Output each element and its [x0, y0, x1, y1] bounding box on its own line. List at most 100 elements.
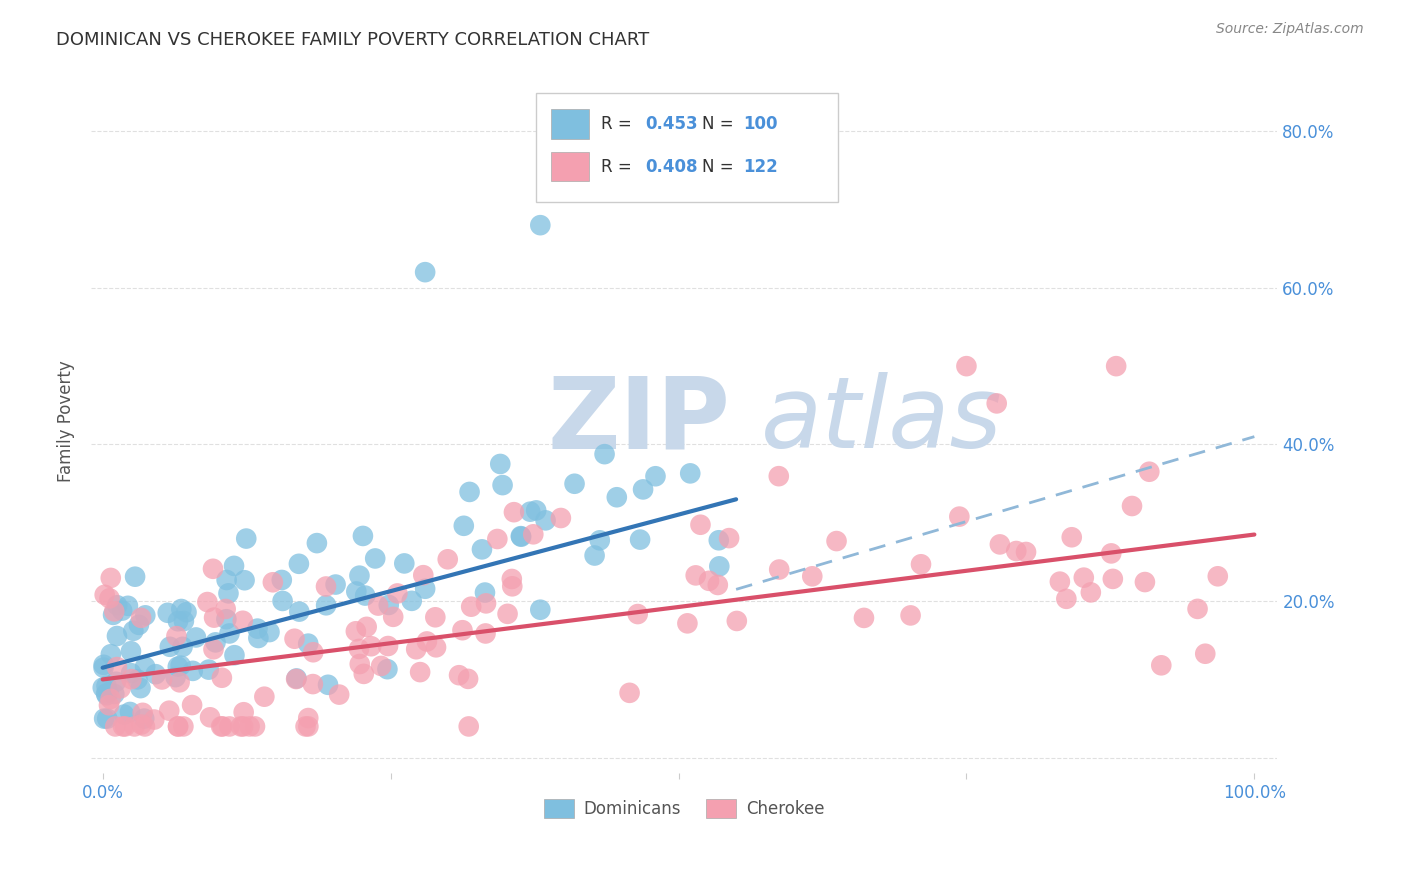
- Point: [377, 639, 399, 653]
- Point: [1101, 572, 1123, 586]
- Point: [197, 663, 219, 677]
- Point: [259, 625, 281, 640]
- Point: [93, 588, 115, 602]
- Point: [239, 719, 262, 733]
- Point: [104, 674, 127, 689]
- Point: [471, 542, 494, 557]
- Point: [1133, 575, 1156, 590]
- Point: [416, 634, 439, 648]
- Point: [131, 706, 153, 720]
- Point: [131, 717, 153, 731]
- Point: [157, 704, 180, 718]
- Point: [986, 396, 1008, 410]
- Point: [475, 596, 498, 610]
- Point: [247, 631, 270, 645]
- Point: [253, 690, 276, 704]
- Point: [93, 660, 115, 674]
- Point: [98, 591, 121, 606]
- Point: [169, 658, 191, 673]
- Point: [134, 608, 156, 623]
- Point: [486, 532, 509, 546]
- Point: [297, 637, 319, 651]
- Point: [510, 530, 533, 544]
- Point: [288, 605, 311, 619]
- Point: [344, 624, 367, 639]
- Y-axis label: Family Poverty: Family Poverty: [58, 360, 75, 482]
- Point: [676, 616, 699, 631]
- Point: [218, 626, 240, 640]
- Text: atlas: atlas: [762, 373, 1002, 469]
- Point: [382, 610, 405, 624]
- Point: [104, 719, 127, 733]
- Point: [347, 641, 370, 656]
- Point: [232, 719, 254, 733]
- Point: [134, 712, 156, 726]
- Point: [103, 604, 125, 618]
- Point: [93, 657, 115, 672]
- Point: [170, 602, 193, 616]
- Point: [302, 677, 325, 691]
- Point: [224, 648, 246, 663]
- Point: [176, 605, 198, 619]
- Point: [453, 518, 475, 533]
- Point: [529, 603, 551, 617]
- Point: [117, 599, 139, 613]
- Point: [316, 678, 339, 692]
- Text: R =: R =: [602, 115, 637, 133]
- Text: 0.408: 0.408: [645, 158, 697, 176]
- Point: [367, 599, 389, 613]
- Point: [156, 606, 179, 620]
- Point: [1187, 602, 1209, 616]
- Point: [910, 558, 932, 572]
- Point: [120, 644, 142, 658]
- Point: [112, 707, 135, 722]
- Point: [522, 527, 544, 541]
- Point: [124, 570, 146, 584]
- Point: [143, 713, 166, 727]
- Point: [436, 552, 458, 566]
- Point: [825, 534, 848, 549]
- Point: [948, 509, 970, 524]
- Point: [1073, 571, 1095, 585]
- Point: [134, 719, 156, 733]
- Point: [169, 675, 191, 690]
- Text: N =: N =: [702, 158, 740, 176]
- Point: [110, 681, 132, 696]
- Point: [172, 640, 194, 654]
- Point: [457, 672, 479, 686]
- Point: [491, 478, 513, 492]
- Point: [100, 692, 122, 706]
- Point: [524, 503, 547, 517]
- Text: R =: R =: [602, 158, 637, 176]
- Point: [270, 573, 292, 587]
- Point: [534, 513, 557, 527]
- Text: 122: 122: [744, 158, 779, 176]
- Point: [988, 537, 1011, 551]
- Point: [1080, 585, 1102, 599]
- Point: [460, 599, 482, 614]
- Point: [150, 673, 173, 687]
- Point: [349, 568, 371, 582]
- Point: [628, 533, 651, 547]
- Point: [489, 457, 512, 471]
- Point: [474, 585, 496, 599]
- Point: [165, 629, 187, 643]
- Point: [352, 529, 374, 543]
- Point: [550, 511, 572, 525]
- Text: ZIP: ZIP: [548, 373, 731, 469]
- Point: [127, 673, 149, 687]
- Point: [519, 505, 541, 519]
- Point: [229, 719, 252, 733]
- Point: [93, 712, 115, 726]
- FancyBboxPatch shape: [551, 152, 589, 181]
- Point: [165, 670, 187, 684]
- Point: [1099, 546, 1122, 560]
- Point: [356, 620, 378, 634]
- Point: [145, 667, 167, 681]
- Point: [202, 610, 225, 624]
- Point: [134, 659, 156, 673]
- Point: [122, 624, 145, 638]
- Point: [1060, 530, 1083, 544]
- Point: [768, 469, 790, 483]
- Point: [124, 719, 146, 733]
